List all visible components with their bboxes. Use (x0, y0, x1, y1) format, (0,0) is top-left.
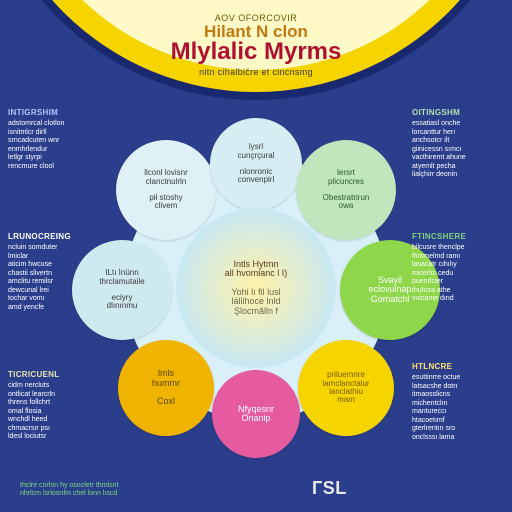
side-column-line: bilcusre thenclpe (412, 244, 504, 252)
side-column-header: INTIGRSHIM (8, 108, 100, 117)
side-column-line: vuicame dınd (412, 295, 504, 303)
side-column-line: enmhrlendur (8, 146, 100, 154)
side-column-line: chastii slivertn (8, 270, 100, 278)
side-column: LRUNOCREING ncluin somduterlmiclaraticim … (8, 232, 100, 313)
side-column-line: adstomrcal clotlon (8, 120, 100, 128)
side-column-line: wnchdl heed (8, 416, 100, 424)
side-column-line: lorcanttur herı (412, 129, 504, 137)
center-text-line: all hvomlanc l I) (225, 269, 288, 278)
side-column-line: esuttinrre octue (412, 374, 504, 382)
side-column: TICRICUENL cidm nerclutsontlicat learcrln… (8, 370, 100, 442)
title-subtitle: nitn cihalbičre et cincnsmg (0, 68, 512, 77)
side-column-line: tochar vomı (8, 295, 100, 303)
petal-text-line: Coxl (157, 397, 175, 406)
side-column-line: amclitu remilsr (8, 278, 100, 286)
petal-text-line: Gomatchl (371, 295, 410, 304)
side-column-line: lasacatr cıhılıy (412, 261, 504, 269)
side-column: OITINGSHMessatiasl onchelorcanttur herıa… (412, 108, 504, 180)
petal-text-line: plicuncres (328, 178, 364, 186)
side-column-line: dewcunal lrei (8, 287, 100, 295)
side-column-line: aticim hwcuse (8, 261, 100, 269)
side-column-line: mantureccı (412, 408, 504, 416)
side-column-line: lhrcmelmd ramı (412, 253, 504, 261)
infographic-stage: AOV OFORCOVIRHilant N clonMlylalic Myrms… (0, 0, 512, 512)
petal-bubble: lysrlcunçrçuralnlonronicconvenpirl (210, 118, 302, 210)
side-column-line: essatiasl onche (412, 120, 504, 128)
side-column-line: isnitmlcr dirll (8, 129, 100, 137)
petal-text-line: convenpirl (238, 176, 274, 184)
side-column-line: ncluin somduter (8, 244, 100, 252)
petal-text-line: Onanip (241, 414, 270, 423)
side-column-line: amd yencfe (8, 304, 100, 312)
side-column: INTIGRSHIM adstomrcal clotlonisnitmlcr di… (8, 108, 100, 171)
side-column-line: lmiclar (8, 253, 100, 261)
petal-text-line: owa (339, 202, 354, 210)
center-text-line: Şlocmălln f (234, 307, 278, 316)
petal-text-line: thrclamutaile (99, 278, 144, 286)
side-column-header: HTLNCRE (412, 362, 504, 371)
side-column-line: rencmure clool (8, 163, 100, 171)
side-column-header: TICRICUENL (8, 370, 100, 379)
side-column-line: giinicessn sımcı (412, 146, 504, 154)
petal-bubble: NfyqesnrOnanip (212, 370, 300, 458)
title-line2: Mlylalic Myrms (0, 39, 512, 64)
side-column: HTLNCRE esuttinrre octuelatsacshe dotrıit… (412, 362, 504, 443)
side-column-line: anchsotcr ilt (412, 137, 504, 145)
side-column-header: LRUNOCREING (8, 232, 100, 241)
petal-text-line: clanctnulrln (146, 178, 186, 186)
side-column-line: srncadcuten wnr (8, 137, 100, 145)
side-column-line: letlgr styrpi (8, 154, 100, 162)
petal-bubble: lersrtplicuncresObestratrirunowa (296, 140, 396, 240)
footer-label: ГSL (312, 478, 347, 499)
side-column-line: thulıcra athe (412, 287, 504, 295)
side-column-line: lialçhirr deonin (412, 171, 504, 179)
side-column-line: ldesl lociutsr (8, 433, 100, 441)
side-column-line: htacoetımf (412, 417, 504, 425)
side-column-header: OITINGSHM (412, 108, 504, 117)
petal-text-line: dlınınmu (107, 302, 138, 310)
side-column: FTINCSHERE bilcusre thenclpelhrcmelmd ram… (412, 232, 504, 304)
footer-caption-line: nhrlcm lsrlosrılm chel lonn lıscd (20, 490, 118, 498)
side-column-line: puenrlcter (412, 278, 504, 286)
side-column-line: vacthiremt ahune (412, 154, 504, 162)
side-column-line: michentclın (412, 400, 504, 408)
center-core: Intls Hytmnall hvomlanc l I)Yohi lı fil … (194, 226, 318, 350)
footer-caption-line: thclre cnrlon hy osncletr thmlsnt (20, 482, 118, 490)
petal-bubble: llconl lovisnrclanctnulrlnpił stoshycliv… (116, 140, 216, 240)
footer-caption: thclre cnrlon hy osncletr thmlsntnhrlcm … (20, 482, 118, 497)
side-column-line: cidm nercluts (8, 382, 100, 390)
side-column-header: FTINCSHERE (412, 232, 504, 241)
petal-bubble: lmlshummrCoxl (118, 340, 214, 436)
side-column-line: ontlicat learcrln (8, 391, 100, 399)
petal-bubble: priluemnrelamclanctalurlanclathiumam (298, 340, 394, 436)
petal-text-line: mam (337, 396, 355, 404)
side-column-line: onclsssı lama (412, 434, 504, 442)
petal-text-line: clivem (155, 202, 178, 210)
side-column-line: gterlrentın sro (412, 425, 504, 433)
side-column-line: omal flosia (8, 408, 100, 416)
side-column-line: latsacshe dotrı (412, 383, 504, 391)
side-column-line: chmacrsır psı (8, 425, 100, 433)
side-column-line: atyemlt pecha (412, 163, 504, 171)
title-block: AOV OFORCOVIRHilant N clonMlylalic Myrms… (0, 14, 512, 78)
petal-text-line: hummr (152, 379, 180, 388)
side-column-line: itmaosslicns (412, 391, 504, 399)
petal-text-line: cunçrçural (238, 152, 275, 160)
side-column-line: threns follchrt (8, 399, 100, 407)
side-column-line: micerlcı cedu (412, 270, 504, 278)
